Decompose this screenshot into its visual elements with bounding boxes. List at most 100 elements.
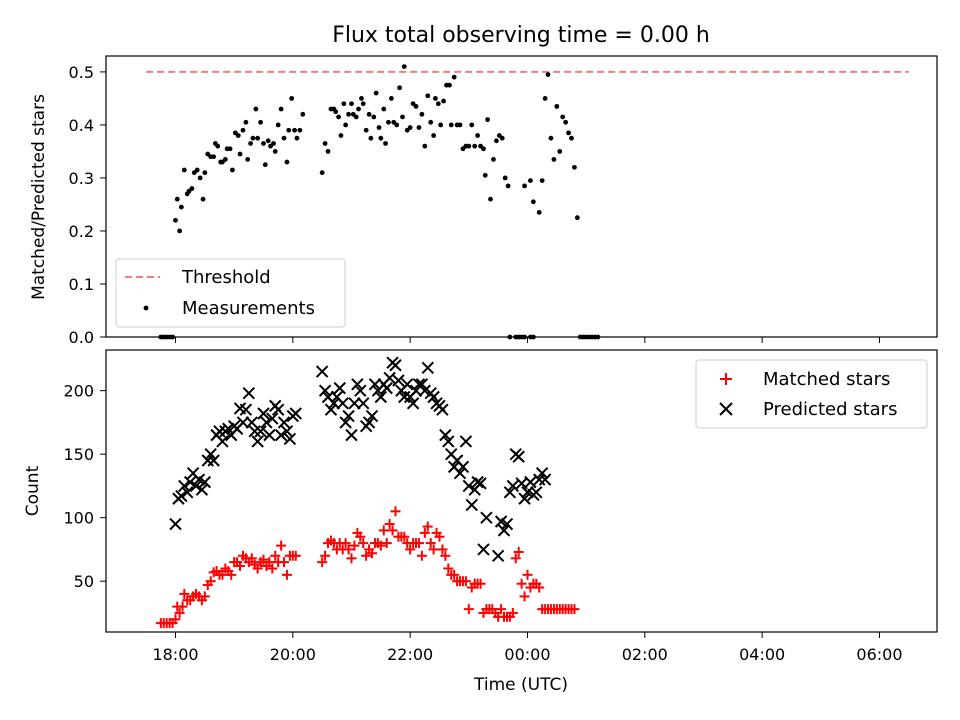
- count-legend-box: [695, 359, 928, 429]
- matched-point: [413, 538, 424, 549]
- predicted-point: [257, 407, 270, 420]
- measurement-point: [572, 164, 577, 170]
- predicted-point: [512, 450, 525, 463]
- measurement-point: [431, 133, 437, 138]
- predicted-point: [535, 467, 549, 480]
- measurement-point: [466, 143, 472, 149]
- predicted-point: [242, 386, 256, 400]
- measurement-point: [240, 127, 246, 133]
- measurement-point: [485, 117, 490, 123]
- measurement-point: [530, 199, 536, 205]
- measurement-point: [194, 167, 200, 173]
- matched-point: [384, 519, 395, 530]
- measurement-point: [200, 196, 206, 202]
- measurement-point: [475, 133, 481, 138]
- matched-point: [522, 569, 533, 580]
- predicted-point: [459, 435, 473, 448]
- measurement-point: [422, 143, 428, 149]
- predicted-point: [254, 425, 267, 438]
- measurement-point: [343, 122, 349, 128]
- measurement-point: [425, 93, 431, 99]
- legend-measurements-label: Measurements: [182, 298, 315, 319]
- predicted-point: [248, 425, 261, 438]
- matched-point: [405, 544, 416, 555]
- matched-point: [279, 557, 290, 568]
- legend-predicted-label: Predicted stars: [763, 399, 897, 420]
- matched-point: [387, 525, 398, 536]
- predicted-point: [533, 473, 546, 486]
- measurement-point: [407, 125, 413, 130]
- predicted-point: [339, 416, 352, 429]
- matched-point: [416, 550, 427, 561]
- measurement-point: [181, 167, 187, 173]
- measurement-point: [539, 178, 545, 183]
- ratio-ytick-label: 0.3: [69, 169, 94, 188]
- measurement-point: [432, 96, 438, 101]
- measurement-point: [400, 114, 405, 120]
- measurement-point: [386, 119, 391, 125]
- matched-point: [460, 576, 471, 587]
- predicted-point: [345, 428, 358, 442]
- predicted-point: [442, 435, 455, 448]
- measurement-point: [286, 127, 292, 133]
- ratio-ytick-label: 0.4: [69, 116, 94, 135]
- predicted-point: [277, 416, 291, 429]
- predicted-point: [524, 475, 537, 489]
- measurement-point: [394, 122, 400, 128]
- count-ytick-label: 50: [74, 572, 94, 591]
- predicted-point: [471, 475, 484, 489]
- predicted-point: [181, 486, 194, 499]
- predicted-point: [518, 492, 531, 505]
- matched-point: [270, 550, 281, 561]
- measurement-point: [284, 159, 290, 165]
- matched-point: [475, 578, 486, 589]
- predicted-point: [421, 361, 434, 374]
- measurement-point: [294, 135, 300, 141]
- measurement-point: [493, 138, 499, 144]
- count-ticks: 50 100 150 200 18:00 20:00 22:00 00:00 02:00 04:0…: [63, 382, 902, 664]
- predicted-point: [324, 403, 338, 416]
- ratio-ytick-label: 0.0: [69, 328, 94, 347]
- measurement-point: [366, 111, 372, 117]
- predicted-point: [497, 524, 511, 537]
- measurement-point: [376, 125, 382, 130]
- matched-point: [443, 563, 454, 574]
- predicted-point: [336, 397, 349, 410]
- predicted-point: [406, 397, 420, 410]
- matched-point: [217, 569, 228, 580]
- predicted-point: [289, 407, 302, 420]
- measurement-point: [536, 210, 542, 215]
- predicted-point: [280, 425, 294, 438]
- predicted-point: [266, 412, 279, 425]
- matched-point: [358, 538, 369, 549]
- matched-point: [179, 588, 190, 599]
- measurement-point: [416, 125, 422, 130]
- measurement-point: [554, 103, 560, 109]
- predicted-point: [342, 409, 355, 423]
- predicted-point: [236, 416, 250, 429]
- measurement-point: [333, 109, 339, 115]
- matched-point: [349, 540, 360, 551]
- predicted-point: [477, 543, 490, 556]
- measurement-point: [563, 119, 569, 125]
- measurement-point: [346, 111, 351, 117]
- predicted-point: [327, 397, 341, 410]
- predicted-point: [216, 435, 229, 448]
- predicted-point: [365, 409, 379, 423]
- measurement-point: [177, 228, 183, 234]
- predicted-point: [195, 483, 209, 496]
- measurement-point: [401, 64, 407, 70]
- predicted-point: [198, 475, 212, 489]
- count-marks: [155, 356, 580, 629]
- measurement-point: [202, 170, 208, 176]
- measurement-point: [174, 196, 180, 202]
- count-xtick-label: 04:00: [739, 645, 785, 664]
- measurement-point: [336, 114, 341, 120]
- predicted-point: [274, 428, 288, 442]
- matched-point: [258, 554, 269, 565]
- matched-point: [361, 550, 372, 561]
- predicted-point: [178, 479, 191, 493]
- matched-point: [340, 538, 351, 549]
- count-ylabel: Count: [23, 465, 43, 516]
